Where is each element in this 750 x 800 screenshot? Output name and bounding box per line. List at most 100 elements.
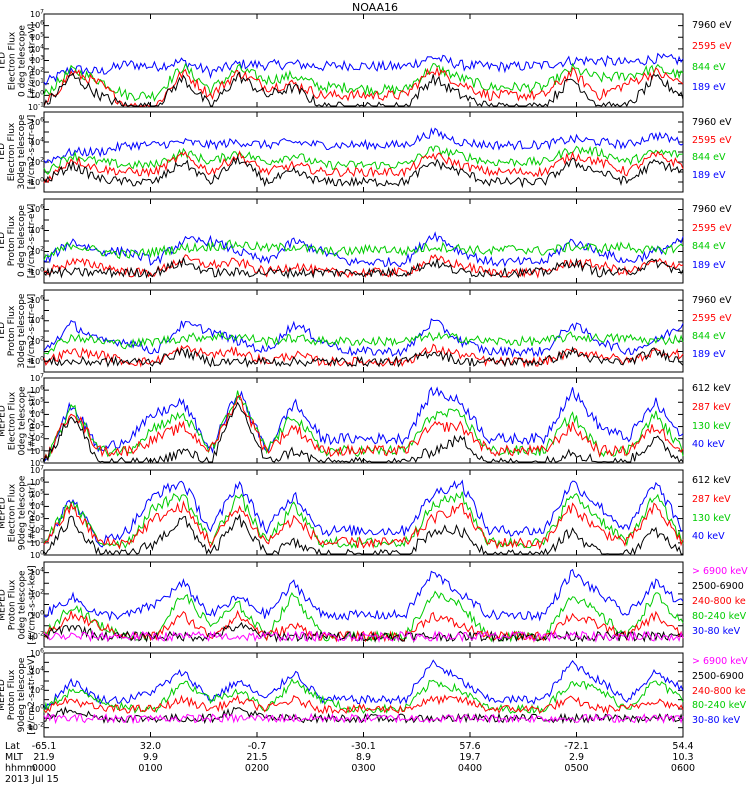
panel-ylabel-line: 0deg telescope <box>17 569 27 640</box>
series-line <box>43 66 684 107</box>
panel-ylabel-line: 30deg telescope <box>17 293 27 369</box>
panel-ylabel-line: [#/cm2-s-str-keV] <box>27 564 37 645</box>
ytick-label: 104 <box>29 665 44 677</box>
panel-ylabel: TED Electron Flux 0 deg telescope [#/cm2-s-… <box>0 14 37 107</box>
legend-entry: 80-240 keV <box>692 700 747 712</box>
legend-entry: 287 keV <box>692 493 731 505</box>
panel-ylabel-line: Proton Flux <box>7 215 17 267</box>
xtick-label-mlt: 8.9 <box>355 752 372 763</box>
series-line <box>43 629 684 643</box>
panel-ylabel-line: Electron Flux <box>7 31 17 90</box>
xtick-label-lat: 54.4 <box>672 741 694 752</box>
ytick-label: 104 <box>29 500 44 512</box>
panel-legend: > 6900 keV 2500-6900 240-800 ke 80-240 keV 3… <box>692 655 748 729</box>
legend-entry: 612 keV <box>692 383 731 394</box>
ytick-label: 107 <box>29 464 44 475</box>
ytick-label: 105 <box>29 31 44 42</box>
ytick-label: 104 <box>29 224 44 236</box>
legend-entry: 2500-6900 <box>692 581 744 592</box>
ytick-label: 101 <box>29 444 44 456</box>
series-line <box>43 331 684 355</box>
ytick-label: 105 <box>29 396 44 407</box>
legend-entry: 189 eV <box>692 169 726 181</box>
legend-entry: 7960 eV <box>692 295 732 306</box>
series-line <box>43 239 684 261</box>
panel-ylabel-line: MEPED <box>0 404 7 437</box>
panel-ylabel-line: [#/cm2-s-str-eV] <box>27 23 37 98</box>
ytick-label: 100 <box>29 703 44 714</box>
legend-entry: 612 keV <box>692 475 731 486</box>
ytick-label: 102 <box>29 156 44 167</box>
legend-entry: 130 keV <box>692 420 731 432</box>
panel-ylabel: TED Proton Flux 0 deg telescope [#/cm2-s-st… <box>0 199 37 283</box>
xtick-label-lat: 57.6 <box>459 741 481 752</box>
series-line <box>43 257 684 280</box>
legend-entry: 7960 eV <box>692 117 732 128</box>
panel-ylabel-line: 90deg telescope <box>17 657 27 733</box>
ytick-label: 10-2 <box>27 721 44 733</box>
series-line <box>43 150 684 184</box>
series-line <box>43 479 684 548</box>
series-line <box>43 706 684 725</box>
ytick-label: 105 <box>29 488 44 499</box>
xtick-label-hhmm: 0100 <box>138 763 163 774</box>
legend-entry: 844 eV <box>692 241 726 252</box>
legend-entry: 240-800 ke <box>692 596 746 607</box>
ytick-label: 106 <box>29 116 44 127</box>
xtick-label-mlt: 19.7 <box>459 752 481 763</box>
xtick-label-mlt: 10.3 <box>672 752 694 763</box>
ytick-label: 100 <box>29 355 44 367</box>
ytick-label: 107 <box>29 8 44 19</box>
series-line <box>43 386 684 463</box>
panel-ylabel: MEPED Electron Flux 90deg telescope [#/cm2-… <box>0 470 37 555</box>
series-line <box>43 231 684 268</box>
ytick-label: 104 <box>29 566 44 578</box>
series-line <box>43 318 684 358</box>
xaxis-row-label: MLT <box>5 752 23 763</box>
ytick-label: 104 <box>29 314 44 326</box>
series-line <box>43 621 684 644</box>
legend-entry: 30-80 keV <box>692 626 741 637</box>
ytick-label: 107 <box>29 372 44 383</box>
ytick-label: 103 <box>29 54 44 66</box>
ytick-label: 106 <box>29 647 44 658</box>
panel-ylabel: TED Proton Flux 30deg telescope [#/cm2-s-st… <box>0 290 37 372</box>
xtick-label-mlt: 9.9 <box>142 752 159 763</box>
series-line <box>43 500 684 550</box>
xtick-label-hhmm: 0200 <box>244 763 270 774</box>
xtick-label-lat: 32.0 <box>139 741 162 752</box>
legend-entry: 80-240 keV <box>692 611 747 622</box>
ytick-label: 100 <box>29 176 44 187</box>
series-line <box>43 127 684 164</box>
xtick-label-mlt: 21.9 <box>33 752 55 763</box>
legend-entry: 2595 eV <box>692 40 732 52</box>
xtick-label-hhmm: 0600 <box>670 763 696 774</box>
panel-ylabel-line: TED <box>0 51 7 70</box>
panel-ylabel-line: Proton Flux <box>7 305 17 357</box>
series-line <box>43 694 684 715</box>
ytick-label: 102 <box>29 335 44 346</box>
panel-ylabel-line: TED <box>0 321 7 341</box>
xtick-label-lat: -65.1 <box>31 741 57 752</box>
panel-ylabel-line: TED <box>0 142 7 162</box>
ytick-label: 100 <box>29 457 44 468</box>
ytick-label: 102 <box>29 587 44 599</box>
xaxis-row-label: Lat <box>5 741 20 752</box>
xtick-label-hhmm: 0000 <box>31 763 57 774</box>
legend-entry: > 6900 keV <box>692 566 748 577</box>
panel-legend: 7960 eV 2595 eV 844 eV 189 eV <box>692 292 732 364</box>
panel-ylabel: MEPED Electron Flux 0deg telescope [#/cm2-s… <box>0 378 37 463</box>
legend-entry: 189 eV <box>692 82 726 94</box>
legend-entry: 189 eV <box>692 349 726 360</box>
panel-ylabel-line: 90deg telescope <box>17 475 27 550</box>
panel-ylabel: TED Electron Flux 30deg telescope [#/cm2-s-… <box>0 112 37 192</box>
legend-entry: 130 keV <box>692 512 731 524</box>
xtick-label-lat: -0.7 <box>247 741 267 752</box>
ytick-label: 106 <box>29 294 44 305</box>
panel-legend: 612 keV 287 keV 130 keV 40 keV <box>692 380 731 455</box>
ytick-label: 102 <box>29 66 44 77</box>
panel-ylabel-line: 0 deg telescope <box>17 24 27 97</box>
ytick-label: 103 <box>29 420 44 432</box>
panel-ylabel-line: [#/cm2-s-str-eV] <box>27 203 37 279</box>
